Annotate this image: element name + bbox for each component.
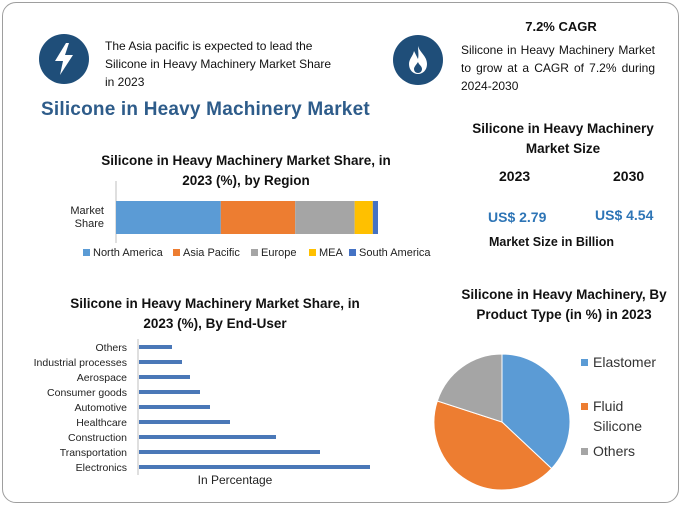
end-user-bar-industrial-processes: [139, 360, 182, 364]
legend-swatch-europe: [251, 249, 258, 256]
pie-slice-fluid-silicone: [433, 400, 553, 491]
market-size-2030: US$ 4.54: [595, 207, 654, 223]
end-user-bar-aerospace: [139, 375, 190, 379]
pie-legend-swatch-others: [581, 448, 588, 455]
end-user-bar-automotive: [139, 405, 210, 409]
pie-legend-label-others-0: Others: [593, 443, 635, 459]
year-2023: 2023: [499, 168, 531, 184]
legend-swatch-north-america: [83, 249, 90, 256]
end-user-xlabel: In Percentage: [198, 473, 273, 487]
market-size-caption: Market Size in Billion: [489, 235, 615, 249]
end-user-bar-others: [139, 345, 172, 349]
region-category-label-0: Market: [70, 205, 104, 217]
market-size-2023: US$ 2.79: [488, 209, 547, 225]
end-user-label-construction: Construction: [68, 432, 127, 444]
pie-legend-swatch-elastomer: [581, 359, 588, 366]
region-bar-north-america: [116, 201, 221, 234]
end-user-chart-title: Silicone in Heavy Machinery Market Share…: [70, 296, 360, 331]
end-user-label-electronics: Electronics: [76, 462, 127, 474]
year-2030: 2030: [613, 168, 645, 184]
legend-label-north-america: North America: [93, 247, 164, 259]
pie-slice-others: [436, 353, 503, 423]
asia-pacific-note: The Asia pacific is expected to lead the…: [105, 39, 332, 89]
region-bar-europe: [295, 201, 355, 234]
pie-chart-title: Silicone in Heavy Machinery, By Product …: [461, 287, 667, 322]
region-bar-asia-pacific: [220, 201, 296, 234]
legend-label-europe: Europe: [261, 247, 296, 259]
end-user-bar-electronics: [139, 465, 370, 469]
lightning-bolt-icon: [39, 34, 89, 84]
pie-legend-label-fluid-silicone-0: Fluid: [593, 398, 623, 414]
legend-label-mea: MEA: [319, 247, 344, 259]
legend-swatch-mea: [309, 249, 316, 256]
cagr-note: Silicone in Heavy Machinery Market to gr…: [461, 43, 655, 93]
end-user-label-automotive: Automotive: [74, 402, 127, 414]
end-user-label-transportation: Transportation: [60, 447, 127, 459]
product-type-pie-chart: Elastomer Fluid Silicone Others: [433, 353, 656, 491]
end-user-label-others: Others: [95, 342, 127, 354]
end-user-bar-construction: [139, 435, 276, 439]
end-user-label-healthcare: Healthcare: [76, 417, 127, 429]
end-user-bar-healthcare: [139, 420, 230, 424]
region-category-label-1: Share: [75, 218, 104, 230]
legend-swatch-south-america: [349, 249, 356, 256]
region-bar-mea: [354, 201, 373, 234]
legend-swatch-asia-pacific: [173, 249, 180, 256]
market-size-title: Silicone in Heavy Machinery Market Size: [472, 121, 654, 156]
end-user-bar-consumer-goods: [139, 390, 200, 394]
cagr-title: 7.2% CAGR: [525, 19, 597, 34]
end-user-label-industrial-processes: Industrial processes: [34, 357, 127, 369]
pie-legend-label-fluid-silicone-1: Silicone: [593, 418, 642, 434]
pie-slice-elastomer: [501, 353, 571, 470]
region-bar-south-america: [372, 201, 378, 234]
end-user-label-consumer-goods: Consumer goods: [47, 387, 127, 399]
legend-label-south-america: South America: [359, 247, 431, 259]
region-chart-title: Silicone in Heavy Machinery Market Share…: [101, 153, 391, 188]
end-user-bar-transportation: [139, 450, 320, 454]
end-user-label-aerospace: Aerospace: [77, 372, 127, 384]
pie-legend-label-elastomer-0: Elastomer: [593, 354, 656, 370]
end-user-chart: Others Industrial processes Aerospace Consu…: [34, 339, 370, 487]
page-title: Silicone in Heavy Machinery Market: [41, 99, 370, 120]
pie-legend-swatch-fluid-silicone: [581, 403, 588, 410]
legend-label-asia-pacific: Asia Pacific: [183, 247, 240, 259]
flame-icon: [393, 35, 443, 85]
